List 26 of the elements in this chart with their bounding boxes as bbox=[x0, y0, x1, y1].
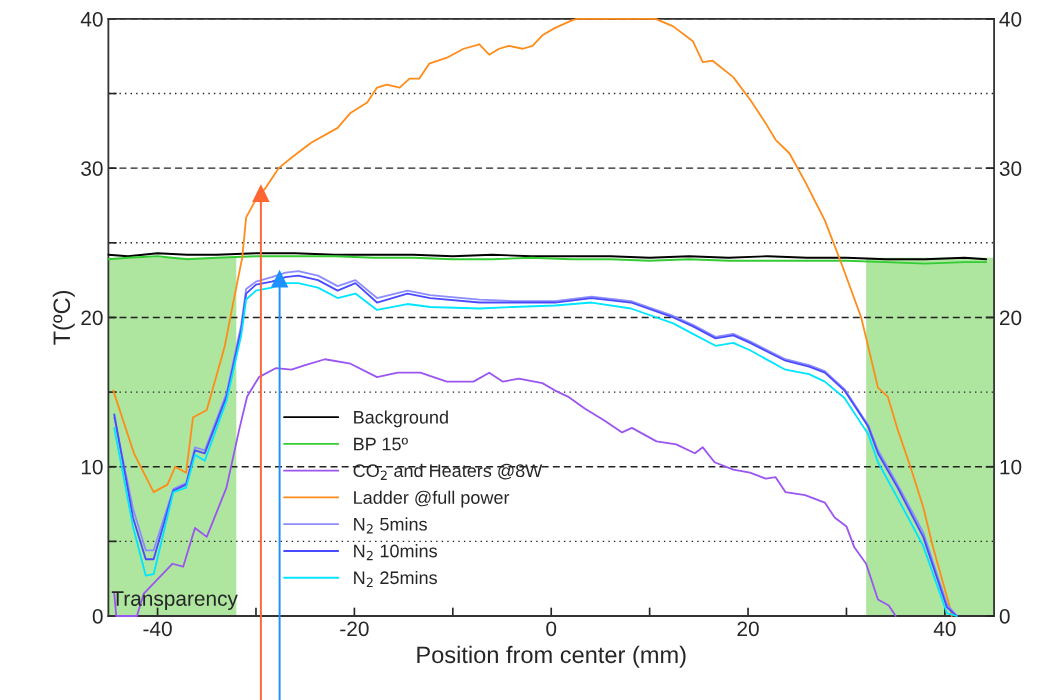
line-series bbox=[107, 255, 988, 265]
legend-label: N$_{2}$ 10mins bbox=[354, 544, 437, 561]
x-tick-label: 20 bbox=[737, 621, 759, 637]
legend-label: Ladder @full power bbox=[354, 490, 510, 508]
y2-tick-label: 40 bbox=[999, 11, 1022, 27]
y2-tick-label: 20 bbox=[999, 310, 1022, 326]
y2-tick-label: 30 bbox=[999, 161, 1022, 176]
legend-label: Background bbox=[354, 410, 448, 428]
y2-tick-label: 10 bbox=[1000, 459, 1022, 475]
x-tick-label: 0 bbox=[546, 621, 557, 637]
x-axis-title: Position from center (mm) bbox=[417, 645, 686, 668]
line-series bbox=[112, 17, 953, 617]
y-tick-label: 30 bbox=[81, 161, 103, 176]
y-tick-label: 40 bbox=[80, 11, 103, 27]
y-tick-label: 10 bbox=[81, 459, 103, 475]
legend-label: N$_{2}$ 5mins bbox=[354, 517, 427, 534]
x-tick-label: 40 bbox=[933, 621, 956, 637]
line-series bbox=[113, 358, 897, 617]
y-tick-label: 0 bbox=[92, 609, 103, 624]
legend-label: N$_{2}$ 25mins bbox=[354, 570, 437, 587]
legend-label: BP 15º bbox=[354, 437, 408, 451]
x-tick-label: -20 bbox=[340, 621, 369, 637]
x-tick-label: -40 bbox=[143, 621, 172, 637]
y-tick-label: 20 bbox=[81, 310, 103, 326]
y-axis-title: T(ºC) bbox=[52, 291, 75, 345]
y2-tick-label: 0 bbox=[999, 609, 1010, 624]
